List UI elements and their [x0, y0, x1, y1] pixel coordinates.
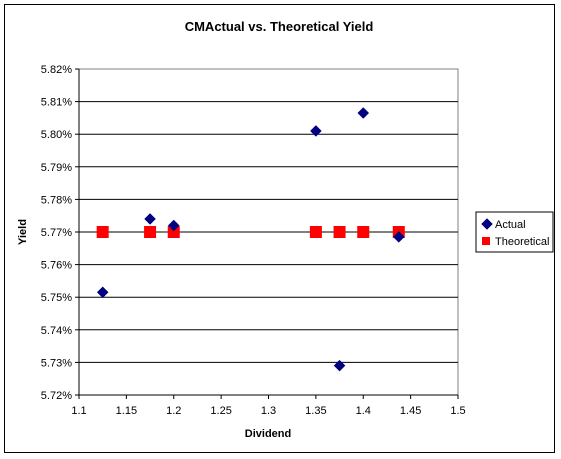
y-tick-label: 5.72% — [41, 390, 72, 402]
actual-point — [392, 231, 405, 243]
x-tick-label: 1.25 — [210, 405, 231, 417]
chart-title: CMActual vs. Theoretical Yield — [185, 19, 374, 34]
theoretical-point — [333, 226, 346, 238]
y-tick-label: 5.76% — [41, 260, 72, 272]
y-axis-title: Yield — [17, 219, 29, 245]
y-axis: 5.72% 5.73% 5.74% 5.75% 5.76% 5.77% 5.78% 5.79%… — [41, 64, 80, 402]
actual-point — [167, 219, 180, 232]
actual-point — [96, 286, 109, 299]
x-tick-label: 1.1 — [71, 405, 86, 417]
series-actual — [96, 107, 405, 372]
y-tick-label: 5.75% — [41, 292, 72, 304]
x-tick-label: 1.2 — [166, 405, 181, 417]
y-tick-label: 5.77% — [41, 227, 72, 239]
legend: Actual Theoretical — [475, 211, 554, 253]
theoretical-point — [309, 226, 322, 238]
actual-point — [333, 359, 346, 372]
y-tick-label: 5.82% — [41, 64, 72, 76]
x-tick-label: 1.3 — [261, 405, 276, 417]
y-tick-label: 5.73% — [41, 357, 72, 369]
y-tick-label: 5.81% — [41, 97, 72, 109]
x-tick-label: 1.45 — [400, 405, 421, 417]
theoretical-point — [357, 226, 370, 238]
series-layer — [96, 107, 405, 372]
legend-label-theoretical: Theoretical — [495, 236, 549, 248]
actual-point — [144, 213, 156, 225]
x-tick-label: 1.4 — [356, 405, 371, 417]
x-axis: 1.1 1.15 1.2 1.25 1.3 1.35 1.4 1.45 1.5 — [71, 394, 466, 417]
x-tick-label: 1.5 — [450, 405, 465, 417]
legend-marker-theoretical — [482, 237, 490, 245]
y-tick-label: 5.78% — [41, 194, 72, 206]
legend-box — [475, 211, 554, 253]
x-tick-label: 1.15 — [116, 405, 137, 417]
legend-marker-actual — [481, 218, 493, 230]
x-tick-label: 1.35 — [305, 405, 326, 417]
theoretical-point — [96, 226, 109, 238]
x-axis-title: Dividend — [245, 428, 291, 440]
theoretical-point — [144, 226, 157, 238]
series-theoretical — [96, 226, 405, 238]
legend-label-actual: Actual — [495, 219, 526, 231]
theoretical-point — [167, 226, 180, 238]
actual-point — [357, 107, 370, 119]
actual-point — [310, 125, 322, 137]
y-tick-label: 5.74% — [41, 325, 72, 337]
y-tick-label: 5.79% — [41, 162, 72, 174]
y-tick-label: 5.80% — [41, 129, 72, 141]
